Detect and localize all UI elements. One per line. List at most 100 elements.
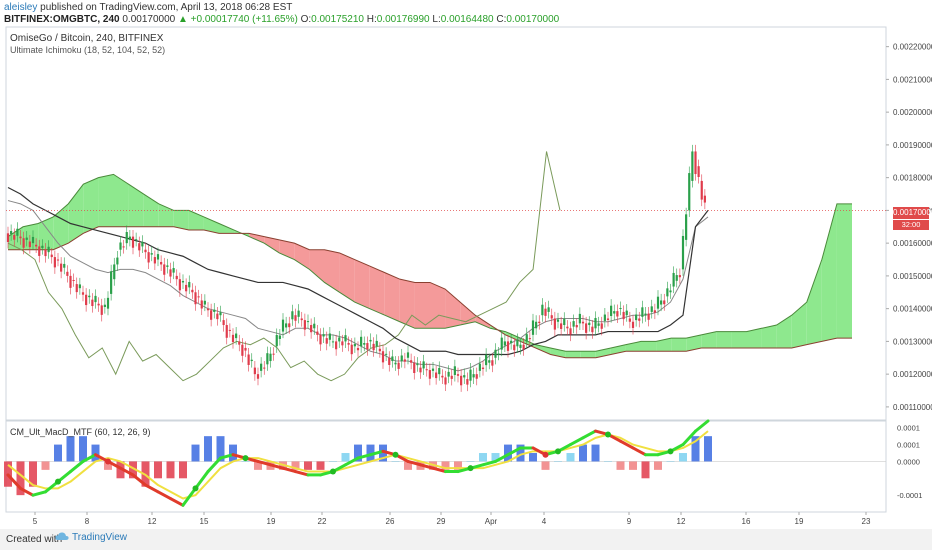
bar-countdown-tag: 32:00 <box>893 220 929 230</box>
macd-histogram-bar <box>454 461 462 470</box>
macd-histogram-bar <box>154 461 162 479</box>
candle-body <box>41 245 44 249</box>
ichimoku-cloud-segment <box>128 184 144 227</box>
macd-histogram-bar <box>79 436 87 462</box>
candle-body <box>200 300 203 309</box>
price-axis-label: 0.00160000 <box>893 239 932 248</box>
candle-body <box>69 275 72 288</box>
candle-body <box>528 338 531 340</box>
time-axis-label: 12 <box>677 517 686 526</box>
macd-histogram-bar <box>604 461 612 462</box>
candle-body <box>216 313 219 320</box>
candle-body <box>28 241 31 248</box>
candle-body <box>456 374 460 376</box>
macd-histogram-bar <box>691 436 700 462</box>
ichimoku-cloud-segment <box>264 236 280 253</box>
candle-body <box>331 341 335 343</box>
time-axis-label: Apr <box>485 517 498 526</box>
candle-body <box>419 367 422 373</box>
candle-body <box>272 353 275 355</box>
candle-body <box>650 306 653 312</box>
candle-body <box>56 259 60 261</box>
candle-body <box>153 257 156 264</box>
candle-body <box>672 272 675 287</box>
symbol-bar: BITFINEX:OMGBTC, 240 0.00170000 ▲ +0.000… <box>4 14 559 25</box>
time-axis-label: 19 <box>795 517 804 526</box>
time-axis-label: 8 <box>85 517 90 526</box>
candle-body <box>578 313 581 324</box>
candle-body <box>606 318 610 320</box>
macd-axis-label: 0.0001 <box>897 441 920 450</box>
candle-body <box>169 269 172 277</box>
candle-body <box>31 236 35 244</box>
candle-body <box>444 377 447 385</box>
macd-line-segment <box>144 483 160 494</box>
candle-body <box>447 371 450 377</box>
candle-body <box>303 320 306 330</box>
candle-body <box>678 275 681 278</box>
candle-body <box>228 329 231 331</box>
chart-title: OmiseGo / Bitcoin, 240, BITFINEX <box>10 33 164 44</box>
ichimoku-cloud-segment <box>430 282 446 329</box>
span-a-line <box>7 173 852 352</box>
candle-body <box>328 333 331 340</box>
candle-body <box>10 231 13 235</box>
candle-body <box>663 300 666 305</box>
macd-indicator-label[interactable]: CM_Ult_MacD_MTF (60, 12, 26, 9) <box>10 427 151 437</box>
candle-body <box>300 318 303 321</box>
candle-body <box>38 246 41 256</box>
candle-body <box>203 300 206 305</box>
candle-body <box>250 359 253 362</box>
ichimoku-cloud-segment <box>716 331 732 348</box>
candle-body <box>694 151 697 175</box>
candle-body <box>144 249 147 253</box>
macd-cross-dot <box>392 451 399 458</box>
candle-body <box>335 341 338 350</box>
candle-body <box>431 368 435 371</box>
published-text: published on TradingView.com, April 13, … <box>40 2 293 13</box>
candle-body <box>372 343 375 351</box>
time-axis-label: 4 <box>542 517 547 526</box>
macd-histogram-bar <box>241 461 250 462</box>
candle-body <box>356 347 360 351</box>
candle-body <box>478 363 481 371</box>
chart-canvas[interactable]: 0.00220000 0.00210000 0.00200000 0.00190000… <box>0 0 932 529</box>
ichimoku-cloud-segment <box>38 216 54 250</box>
candle-body <box>450 375 453 379</box>
ichimoku-cloud-segment <box>309 249 325 283</box>
macd-line-segment <box>694 419 710 433</box>
ichimoku-cloud-segment <box>761 325 777 348</box>
macd-histogram-bar <box>179 461 187 479</box>
macd-line-segment <box>269 463 285 470</box>
ichimoku-indicator-label[interactable]: Ultimate Ichimoku (18, 52, 104, 52, 52) <box>10 45 166 55</box>
candle-body <box>156 254 160 260</box>
candle-body <box>585 323 588 333</box>
ichimoku-cloud-segment <box>475 315 491 329</box>
candle-body <box>366 343 369 350</box>
macd-histogram-bar <box>341 453 350 462</box>
candle-body <box>641 307 644 317</box>
candle-body <box>363 343 366 345</box>
macd-axis-label: 0.0000 <box>897 457 920 466</box>
macd-line-segment <box>256 459 272 467</box>
candle-body <box>47 246 50 253</box>
macd-axis-label: -0.0001 <box>897 491 922 500</box>
candle-body <box>253 367 256 375</box>
tradingview-brand[interactable]: TradingView <box>55 531 127 543</box>
price-axis-label: 0.00190000 <box>893 141 932 150</box>
macd-cross-dot <box>667 448 674 455</box>
symbol-label: BITFINEX:OMGBTC, 240 <box>4 14 120 25</box>
macd-line-segment <box>619 439 635 450</box>
candle-body <box>288 323 291 328</box>
candle-body <box>675 275 678 281</box>
author-link[interactable]: aleisley <box>4 2 38 13</box>
candle-body <box>703 195 706 203</box>
time-axis-label: 9 <box>627 517 632 526</box>
candle-body <box>510 340 513 344</box>
candle-body <box>553 318 556 330</box>
candle-body <box>519 344 522 348</box>
candle-body <box>625 310 628 316</box>
ichimoku-cloud-segment <box>173 210 189 231</box>
candle-body <box>6 233 10 243</box>
footer-bar: Created with TradingView <box>0 529 932 550</box>
